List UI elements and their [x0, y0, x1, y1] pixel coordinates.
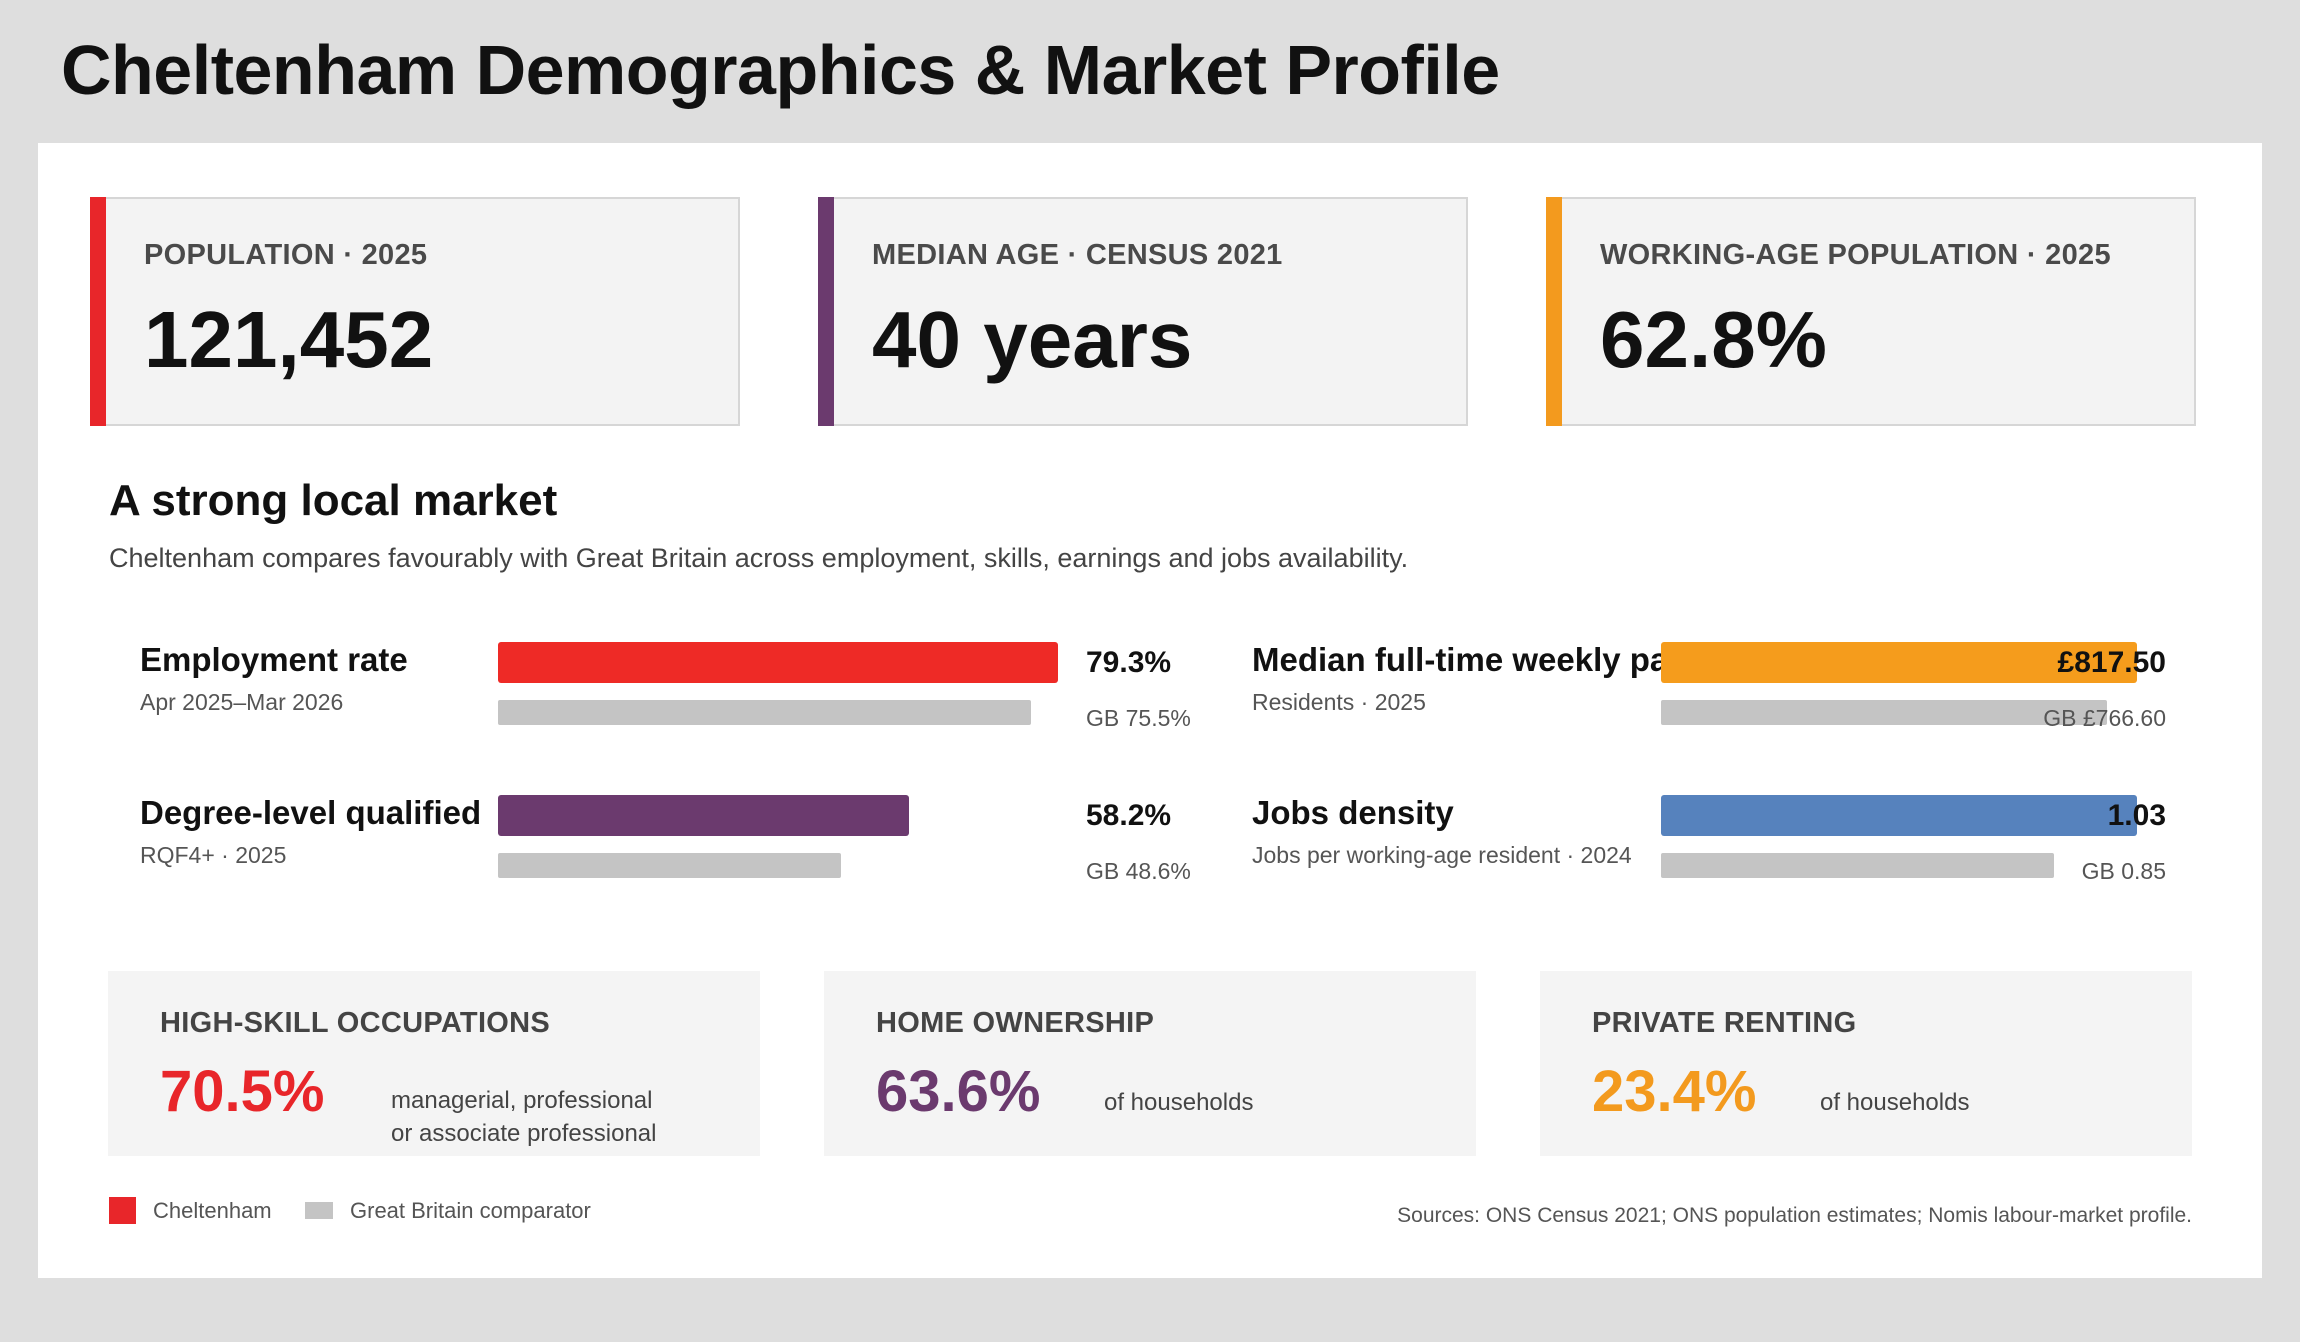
kpi-label: MEDIAN AGE · CENSUS 2021	[872, 239, 1283, 271]
kpi-accent-stripe	[818, 197, 834, 426]
section-title: A strong local market	[109, 476, 558, 525]
gb-value: GB 0.85	[2081, 858, 2166, 884]
stat-description: of households	[1820, 1089, 1970, 1116]
stat-label: HIGH-SKILL OCCUPATIONS	[160, 1007, 551, 1039]
metric-value: 58.2%	[1086, 799, 1172, 832]
section-subtitle: Cheltenham compares favourably with Grea…	[109, 543, 1409, 573]
kpi-label: POPULATION · 2025	[144, 239, 428, 271]
cheltenham-bar	[1661, 642, 2137, 683]
sources-note: Sources: ONS Census 2021; ONS population…	[1397, 1204, 2192, 1227]
metric-value: 1.03	[2107, 799, 2166, 832]
kpi-accent-stripe	[90, 197, 106, 426]
kpi-card-working-age: WORKING-AGE POPULATION · 2025 62.8%	[1546, 197, 2196, 426]
metric-label: Jobs density	[1252, 794, 1454, 831]
kpi-value: 62.8%	[1600, 295, 1827, 384]
kpi-label: WORKING-AGE POPULATION · 2025	[1600, 239, 2111, 271]
stat-description: managerial, professional or associate pr…	[391, 1084, 656, 1150]
stat-description-line: or associate professional	[391, 1120, 657, 1147]
gb-comparator-bar	[498, 853, 842, 878]
cheltenham-bar	[498, 642, 1058, 683]
stat-value: 23.4%	[1592, 1059, 1757, 1124]
stat-card-high-skill: HIGH-SKILL OCCUPATIONS 70.5% managerial,…	[108, 971, 760, 1156]
kpi-value: 40 years	[872, 295, 1193, 384]
stat-label: PRIVATE RENTING	[1592, 1007, 1857, 1039]
metric-label: Degree-level qualified	[140, 794, 482, 831]
metric-sublabel: RQF4+ · 2025	[140, 842, 287, 868]
stat-value: 70.5%	[160, 1059, 325, 1124]
metric-value: £817.50	[2057, 646, 2166, 679]
metric-value: 79.3%	[1086, 646, 1172, 679]
metric-label: Median full-time weekly pay	[1252, 641, 1687, 678]
gb-comparator-bar	[1661, 853, 2054, 878]
stat-value: 63.6%	[876, 1059, 1041, 1124]
cheltenham-bar	[498, 795, 909, 836]
metric-sublabel: Jobs per working-age resident · 2024	[1252, 842, 1632, 868]
gb-comparator-bar	[1661, 700, 2108, 725]
metric-sublabel: Residents · 2025	[1252, 689, 1426, 715]
kpi-value: 121,452	[144, 295, 434, 384]
legend-label-cheltenham: Cheltenham	[153, 1198, 272, 1223]
gb-value: GB 48.6%	[1086, 858, 1191, 884]
cheltenham-bar	[1661, 795, 2137, 836]
stat-description: of households	[1104, 1089, 1254, 1116]
gb-value: GB £766.60	[2043, 705, 2166, 731]
kpi-card-population: POPULATION · 2025 121,452	[90, 197, 740, 426]
legend-swatch-gb	[305, 1202, 333, 1219]
kpi-accent-stripe	[1546, 197, 1562, 426]
gb-value: GB 75.5%	[1086, 705, 1191, 731]
page-title: Cheltenham Demographics & Market Profile	[61, 31, 1500, 109]
stat-description-line: managerial, professional	[391, 1087, 653, 1114]
metric-label: Employment rate	[140, 641, 408, 678]
legend-swatch-cheltenham	[109, 1197, 136, 1224]
kpi-card-median-age: MEDIAN AGE · CENSUS 2021 40 years	[818, 197, 1468, 426]
stat-card-home-ownership: HOME OWNERSHIP 63.6% of households	[824, 971, 1476, 1156]
gb-comparator-bar	[498, 700, 1032, 725]
legend-label-gb: Great Britain comparator	[350, 1198, 591, 1223]
metric-sublabel: Apr 2025–Mar 2026	[140, 689, 344, 715]
stat-label: HOME OWNERSHIP	[876, 1007, 1155, 1039]
content-panel: POPULATION · 2025 121,452 MEDIAN AGE · C…	[38, 143, 2262, 1278]
stat-card-private-renting: PRIVATE RENTING 23.4% of households	[1540, 971, 2192, 1156]
